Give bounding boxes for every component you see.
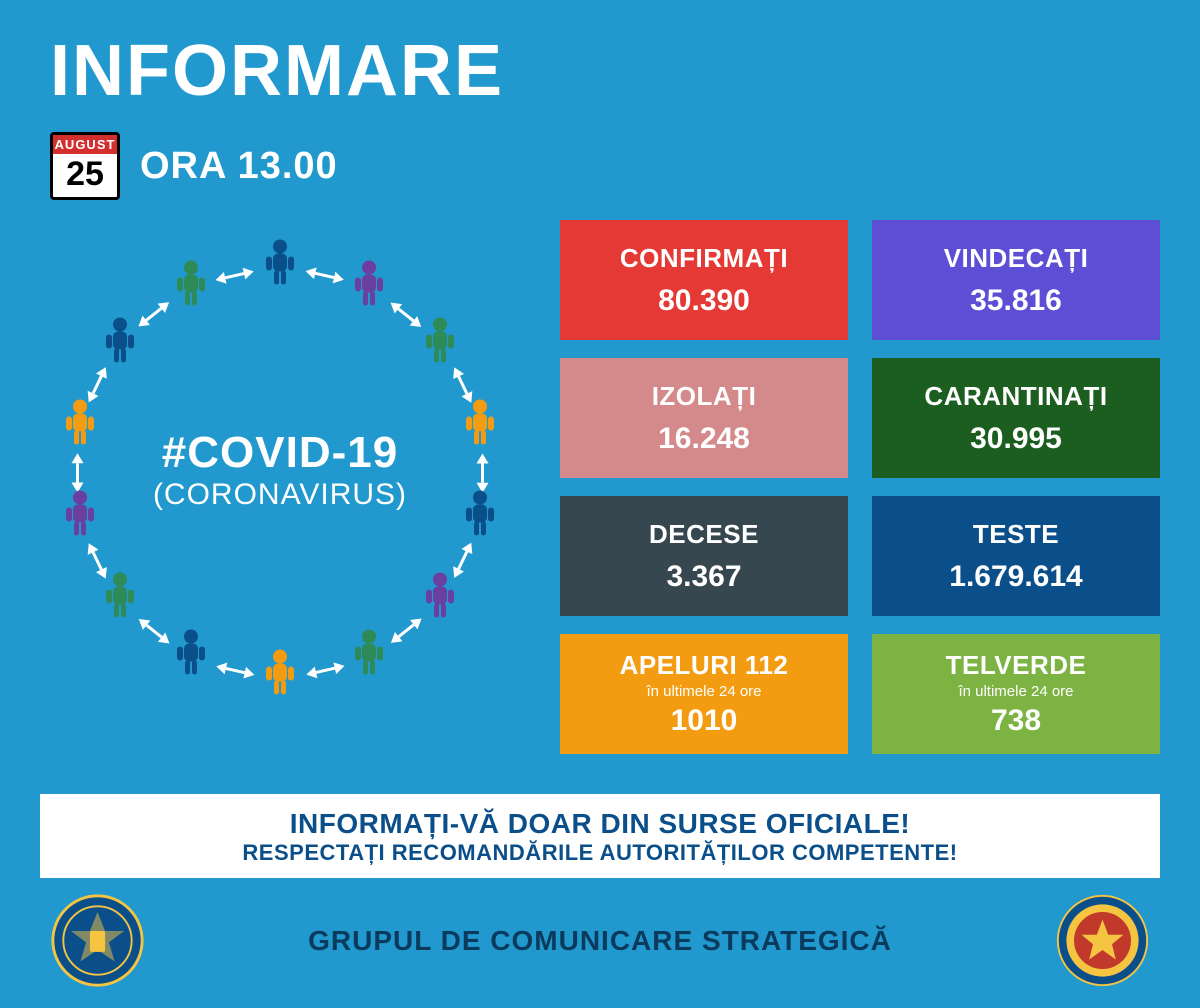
person-icon [60, 490, 100, 538]
footer: GRUPUL DE COMUNICARE STRATEGICĂ [0, 893, 1200, 988]
person-icon [171, 259, 211, 307]
hashtag: #COVID-19 [153, 428, 407, 478]
person-icon [260, 649, 300, 697]
two-way-arrow-icon [472, 453, 492, 492]
stat-value: 16.248 [658, 422, 750, 456]
stat-label: DECESE [649, 519, 759, 550]
person [171, 629, 211, 682]
stat-value: 35.816 [970, 284, 1062, 318]
person [420, 316, 460, 369]
stat-card: CARANTINAȚI 30.995 [872, 358, 1160, 478]
stat-card: TELVERDE în ultimele 24 ore 738 [872, 634, 1160, 754]
person-icon [171, 629, 211, 677]
banner-line1: INFORMAȚI-VĂ DOAR DIN SURSE OFICIALE! [50, 808, 1150, 840]
two-way-arrow-icon [68, 453, 88, 492]
two-way-arrow-icon [214, 656, 257, 684]
arrow [303, 651, 347, 684]
info-banner: INFORMAȚI-VĂ DOAR DIN SURSE OFICIALE! RE… [40, 794, 1160, 878]
subtitle: (CORONAVIRUS) [153, 478, 407, 512]
calendar-month: AUGUST [53, 135, 117, 154]
stat-value: 3.367 [666, 560, 741, 594]
person-icon [260, 239, 300, 287]
stat-sub: în ultimele 24 ore [646, 683, 761, 700]
stat-label: CONFIRMAȚI [620, 243, 788, 274]
stat-value: 80.390 [658, 284, 750, 318]
person [171, 259, 211, 312]
person [349, 259, 389, 312]
person [100, 572, 140, 625]
person-icon [349, 629, 389, 677]
calendar-day: 25 [53, 154, 117, 197]
stat-label: TELVERDE [946, 650, 1087, 681]
person-icon [460, 490, 500, 538]
page-title: INFORMARE [0, 0, 1200, 122]
person [260, 649, 300, 702]
date-row: AUGUST 25 ORA 13.00 [0, 132, 1200, 200]
arrow [214, 651, 258, 684]
time-label: ORA 13.00 [140, 145, 338, 188]
stat-label: APELURI 112 [620, 650, 789, 681]
stat-label: TESTE [973, 519, 1059, 550]
stat-label: VINDECAȚI [944, 243, 1089, 274]
person [420, 572, 460, 625]
stat-card: APELURI 112 în ultimele 24 ore 1010 [560, 634, 848, 754]
stat-label: CARANTINAȚI [924, 381, 1107, 412]
calendar-icon: AUGUST 25 [50, 132, 120, 200]
footer-text: GRUPUL DE COMUNICARE STRATEGICĂ [145, 925, 1055, 957]
person [349, 629, 389, 682]
stat-card: TESTE 1.679.614 [872, 496, 1160, 616]
gov-seal-left-icon [50, 893, 145, 988]
two-way-arrow-icon [304, 261, 347, 289]
person-icon [460, 398, 500, 446]
people-circle-graphic: #COVID-19 (CORONAVIRUS) [50, 240, 510, 700]
stat-value: 30.995 [970, 422, 1062, 456]
person-icon [420, 572, 460, 620]
stat-card: CONFIRMAȚI 80.390 [560, 220, 848, 340]
person [60, 490, 100, 543]
stat-value: 1.679.614 [949, 560, 1082, 594]
graphic-panel: #COVID-19 (CORONAVIRUS) [0, 220, 560, 740]
stats-panel: CONFIRMAȚI 80.390 VINDECAȚI 35.816 IZOLAȚI 16… [560, 220, 1200, 754]
person [460, 398, 500, 451]
person-icon [349, 259, 389, 307]
stat-card: VINDECAȚI 35.816 [872, 220, 1160, 340]
arrow [467, 453, 492, 492]
main-content: #COVID-19 (CORONAVIRUS) CONFIRMAȚI 80.390… [0, 220, 1200, 754]
stat-label: IZOLAȚI [652, 381, 757, 412]
stats-grid: CONFIRMAȚI 80.390 VINDECAȚI 35.816 IZOLAȚI 16… [560, 220, 1160, 754]
circle-center-text: #COVID-19 (CORONAVIRUS) [153, 428, 407, 512]
stat-value: 1010 [671, 704, 738, 738]
person [60, 398, 100, 451]
person [460, 490, 500, 543]
stat-value: 738 [991, 704, 1041, 738]
person [260, 239, 300, 292]
two-way-arrow-icon [304, 656, 347, 684]
person-icon [100, 316, 140, 364]
two-way-arrow-icon [214, 261, 257, 289]
arrow [303, 261, 347, 294]
stat-card: IZOLAȚI 16.248 [560, 358, 848, 478]
arrow [214, 261, 258, 294]
person-icon [60, 398, 100, 446]
person-icon [100, 572, 140, 620]
person [100, 316, 140, 369]
banner-line2: RESPECTAȚI RECOMANDĂRILE AUTORITĂȚILOR C… [50, 840, 1150, 866]
gov-seal-right-icon [1055, 893, 1150, 988]
arrow [68, 453, 93, 492]
stat-card: DECESE 3.367 [560, 496, 848, 616]
stat-sub: în ultimele 24 ore [958, 683, 1073, 700]
person-icon [420, 316, 460, 364]
